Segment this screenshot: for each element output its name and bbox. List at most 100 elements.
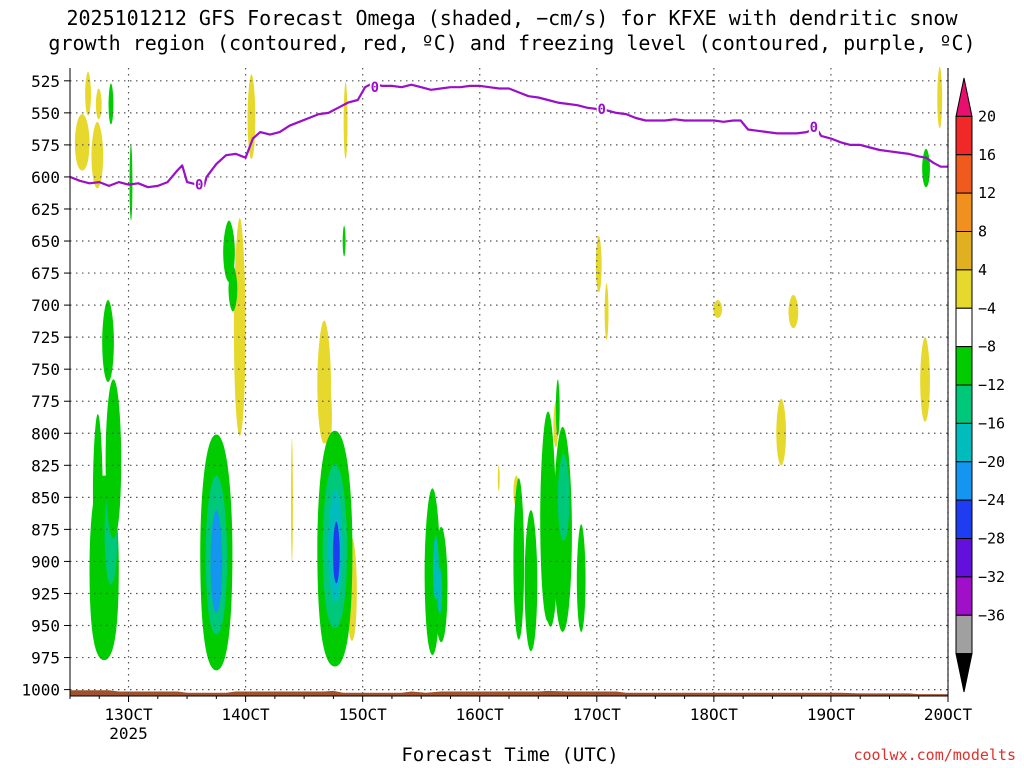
freezing-level-line	[69, 82, 948, 189]
omega-negative-cell	[544, 508, 557, 627]
y-tick-label: 825	[31, 456, 60, 475]
omega-negative-cell	[432, 535, 439, 600]
terrain-layer	[70, 690, 948, 696]
omega-negative-cell	[102, 299, 114, 382]
y-tick-label: 925	[31, 584, 60, 603]
y-tick-label: 850	[31, 488, 60, 507]
freezing-level-label: 0	[810, 120, 818, 136]
x-tick-label: 15OCT	[339, 705, 388, 724]
omega-negative-cell	[342, 225, 346, 257]
colorbar-segment	[955, 614, 973, 655]
freezing-label-bg	[194, 176, 205, 193]
colorbar-label: −36	[978, 606, 1005, 624]
omega-negative-cell	[108, 83, 114, 125]
y-tick-label: 625	[31, 200, 60, 219]
y-tick-label: 600	[31, 168, 60, 187]
omega-positive-cell	[776, 398, 787, 466]
omega-negative-cell	[524, 510, 538, 652]
title-line-2: growth region (contoured, red, ºC) and f…	[48, 31, 976, 55]
x-tick-label: 20OCT	[924, 705, 973, 724]
colorbar-label: 8	[978, 223, 987, 241]
colorbar-segment	[955, 499, 973, 539]
colorbar: 20 16 12 8 4 −4 −8 −12 −16 −20 −24 −28 −32 −36	[955, 77, 1005, 693]
colorbar-label: −4	[978, 299, 996, 317]
y-tick-label: 800	[31, 424, 60, 443]
omega-negative-cell	[437, 567, 443, 614]
x-axis-label: Forecast Time (UTC)	[401, 744, 619, 766]
x-tick-label: 19OCT	[807, 705, 856, 724]
y-tick-label: 650	[31, 232, 60, 251]
chart-title: 2025101212 GFS Forecast Omega (shaded, −…	[0, 6, 1024, 56]
colorbar-segment	[955, 269, 973, 309]
colorbar-label: −32	[978, 568, 1005, 586]
omega-positive-cell	[788, 294, 799, 329]
colorbar-label: 4	[978, 261, 987, 279]
freezing-label-bg	[369, 79, 380, 96]
omega-positive-cell	[95, 88, 102, 120]
omega-positive-cell	[290, 438, 293, 562]
y-tick-label: 575	[31, 136, 60, 155]
y-tick-label: 950	[31, 617, 60, 636]
colorbar-label: 20	[978, 107, 996, 125]
colorbar-top-arrow	[955, 77, 973, 117]
freezing-level-label: 0	[597, 102, 605, 118]
omega-positive-cell	[324, 379, 332, 452]
y-tick-label: 525	[31, 72, 60, 91]
colorbar-label: −12	[978, 376, 1005, 394]
colorbar-label: −20	[978, 453, 1005, 471]
omega-negative-cell	[92, 414, 103, 568]
y-tick-label: 700	[31, 296, 60, 315]
omega-shading-layer	[74, 66, 943, 671]
omega-positive-cell	[604, 283, 609, 340]
y-tick-label: 1000	[21, 681, 60, 700]
colorbar-segment	[955, 231, 973, 271]
omega-positive-cell	[937, 66, 943, 129]
colorbar-segment	[955, 576, 973, 616]
y-tick-label: 675	[31, 264, 60, 283]
y-tick-label: 750	[31, 360, 60, 379]
omega-positive-cell	[595, 235, 602, 293]
omega-negative-cell	[557, 453, 570, 541]
colorbar-segment	[955, 307, 973, 348]
omega-negative-cell	[555, 379, 560, 436]
colorbar-segment	[955, 538, 973, 578]
colorbar-segment	[955, 154, 973, 194]
omega-positive-cell	[74, 114, 90, 171]
omega-negative-cell	[922, 148, 930, 188]
colorbar-segment	[955, 115, 973, 156]
omega-negative-cell	[332, 521, 340, 584]
omega-negative-cell	[228, 265, 238, 312]
x-tick-label: 16OCT	[456, 705, 505, 724]
omega-negative-cell	[216, 535, 223, 588]
y-tick-label: 550	[31, 104, 60, 123]
x-tick-year-label: 2025	[109, 724, 148, 743]
freezing-label-bg	[808, 118, 819, 135]
omega-negative-cell	[576, 524, 586, 632]
omega-negative-cell	[129, 143, 133, 221]
x-tick-label: 18OCT	[690, 705, 739, 724]
title-line-1: 2025101212 GFS Forecast Omega (shaded, −…	[66, 6, 958, 30]
y-tick-label: 775	[31, 392, 60, 411]
colorbar-label: −8	[978, 338, 996, 356]
credit-link[interactable]: coolwx.com/modelts	[853, 746, 1016, 764]
colorbar-label: 16	[978, 146, 996, 164]
colorbar-label: −24	[978, 491, 1005, 509]
colorbar-segment	[955, 192, 973, 232]
colorbar-label: −16	[978, 414, 1005, 432]
axes: 525 550 575 600 625 650 675 700 725 750 775 800 825 8…	[21, 68, 972, 743]
freezing-level-label: 0	[195, 178, 203, 194]
colorbar-segment	[955, 346, 973, 386]
x-tick-label: 13OCT	[104, 705, 153, 724]
omega-positive-cell	[497, 465, 500, 491]
colorbar-bottom-arrow	[955, 653, 973, 693]
freezing-level-layer: 0 0 0 0	[69, 79, 948, 194]
omega-positive-cell	[247, 74, 256, 159]
omega-positive-cell	[233, 217, 246, 436]
omega-positive-cell	[343, 82, 348, 159]
omega-positive-cell	[91, 121, 104, 189]
y-tick-label: 975	[31, 649, 60, 668]
colorbar-label: 12	[978, 184, 996, 202]
colorbar-segment	[955, 461, 973, 501]
colorbar-segment	[955, 422, 973, 463]
